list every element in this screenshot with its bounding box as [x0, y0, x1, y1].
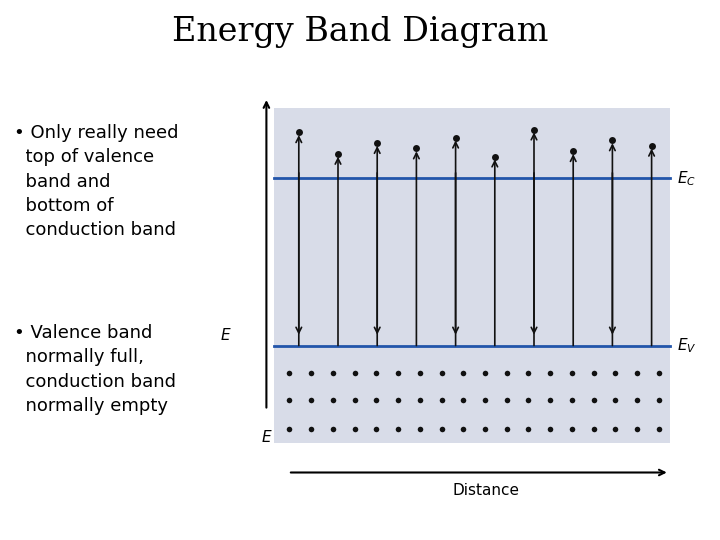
- Bar: [274, 108, 670, 443]
- Text: $E_V$: $E_V$: [677, 336, 696, 355]
- Text: Distance: Distance: [452, 483, 520, 498]
- Text: Energy Band Diagram: Energy Band Diagram: [172, 16, 548, 48]
- Text: • Valence band
  normally full,
  conduction band
  normally empty: • Valence band normally full, conduction…: [14, 324, 176, 415]
- Text: • Only really need
  top of valence
  band and
  bottom of
  conduction band: • Only really need top of valence band a…: [14, 124, 179, 239]
- Text: $E_C$: $E_C$: [677, 169, 696, 187]
- Text: $E$: $E$: [220, 327, 231, 343]
- Text: $E$: $E$: [261, 429, 272, 445]
